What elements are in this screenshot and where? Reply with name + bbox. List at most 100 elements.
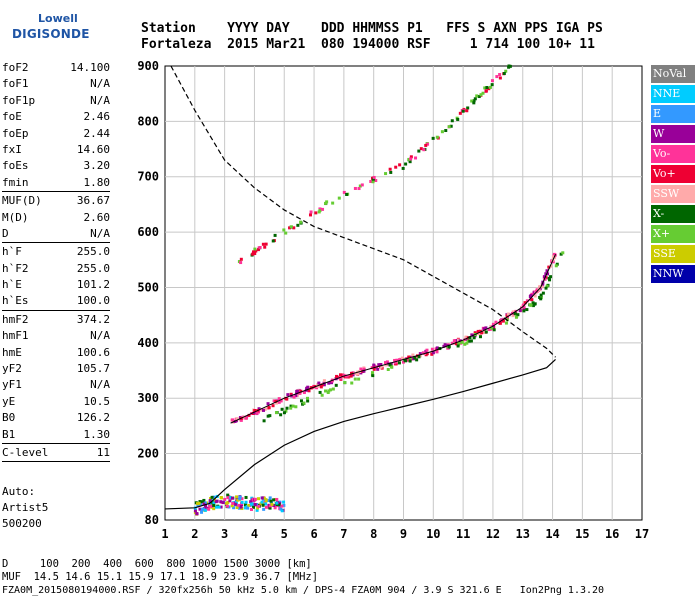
e-layer-echo bbox=[227, 505, 231, 509]
x-mode-echo bbox=[306, 396, 310, 400]
y-tick-label: 200 bbox=[137, 447, 159, 461]
param-row: h`F 255.0 bbox=[2, 244, 110, 260]
param-name: fxI bbox=[2, 142, 22, 156]
e-layer-echo bbox=[264, 498, 268, 502]
x-tick-label: 6 bbox=[310, 527, 317, 541]
o-mode-echo bbox=[401, 360, 405, 364]
multihop-echo bbox=[353, 186, 357, 190]
param-row: hmE 100.6 bbox=[2, 345, 110, 361]
multihop-echo bbox=[473, 97, 477, 101]
e-layer-echo bbox=[255, 508, 259, 512]
param-row: foE 2.46 bbox=[2, 109, 110, 125]
param-name: foF2 bbox=[2, 61, 29, 74]
o-mode-echo bbox=[511, 310, 515, 314]
x-mode-echo bbox=[492, 328, 496, 332]
e-layer-echo bbox=[272, 503, 276, 507]
x-mode-echo bbox=[514, 315, 518, 319]
param-row: yF2 105.7 bbox=[2, 361, 110, 377]
x-mode-echo bbox=[306, 399, 310, 403]
y-tick-label: 400 bbox=[137, 336, 159, 350]
multihop-echo bbox=[321, 207, 325, 211]
o-mode-echo bbox=[551, 255, 555, 259]
e-layer-echo bbox=[268, 496, 272, 500]
e-layer-echo bbox=[247, 504, 251, 508]
e-layer-echo bbox=[244, 495, 248, 499]
o-mode-echo bbox=[362, 369, 366, 373]
x-mode-echo bbox=[531, 301, 535, 305]
param-name: D bbox=[2, 226, 9, 240]
y-tick-label: 600 bbox=[137, 225, 159, 239]
x-mode-echo bbox=[539, 293, 543, 297]
multihop-echo bbox=[409, 155, 413, 159]
legend-item: X- bbox=[651, 205, 695, 223]
e-layer-echo bbox=[214, 500, 218, 504]
x-mode-echo bbox=[331, 387, 335, 391]
multihop-echo bbox=[484, 87, 488, 91]
o-mode-echo bbox=[547, 265, 551, 269]
param-row: fmin 1.80 bbox=[2, 175, 110, 191]
multihop-echo bbox=[409, 157, 413, 161]
o-mode-echo bbox=[377, 363, 381, 367]
o-mode-echo bbox=[247, 413, 251, 417]
o-mode-echo bbox=[400, 356, 404, 360]
o-mode-echo bbox=[435, 350, 439, 354]
e-layer-echo bbox=[279, 507, 283, 511]
x-mode-echo bbox=[472, 336, 476, 340]
e-layer-echo bbox=[219, 500, 223, 504]
o-mode-echo bbox=[425, 348, 429, 352]
param-value: 101.2 bbox=[76, 278, 110, 292]
o-mode-echo bbox=[307, 389, 311, 393]
e-layer-echo bbox=[220, 496, 224, 500]
y-tick-label: 500 bbox=[137, 280, 159, 294]
x-mode-echo bbox=[408, 357, 412, 361]
legend-item: NNW bbox=[651, 265, 695, 283]
multihop-echo bbox=[289, 225, 293, 229]
e-layer-echo bbox=[225, 501, 229, 505]
o-mode-echo bbox=[349, 371, 353, 375]
param-row: h`F2 255.0 bbox=[2, 261, 110, 277]
multihop-echo bbox=[253, 252, 257, 256]
o-mode-echo bbox=[339, 373, 343, 377]
o-mode-echo bbox=[239, 418, 243, 422]
x-mode-echo bbox=[294, 405, 298, 409]
x-mode-echo bbox=[516, 313, 520, 317]
param-row: h`Es 100.0 bbox=[2, 293, 110, 309]
legend-item: SSE bbox=[651, 245, 695, 263]
multihop-echo bbox=[323, 201, 327, 205]
profile-dashed-curve bbox=[170, 65, 556, 358]
param-value: 2.44 bbox=[83, 126, 111, 140]
param-name: foEs bbox=[2, 159, 29, 173]
x-mode-echo bbox=[457, 341, 461, 345]
e-layer-echo bbox=[243, 506, 247, 510]
e-layer-echo bbox=[259, 502, 263, 506]
o-mode-echo bbox=[407, 355, 411, 359]
param-name: B0 bbox=[2, 411, 16, 425]
multihop-echo bbox=[292, 226, 296, 230]
e-layer-echo bbox=[249, 500, 253, 504]
x-mode-echo bbox=[350, 381, 354, 385]
o-mode-echo bbox=[443, 343, 447, 347]
x-mode-echo bbox=[528, 303, 532, 307]
multihop-echo bbox=[422, 148, 426, 152]
param-name: foF1p bbox=[2, 93, 36, 107]
o-mode-echo bbox=[262, 408, 266, 412]
param-row: foF2 14.100 bbox=[2, 60, 110, 76]
e-layer-echo bbox=[219, 505, 223, 509]
multihop-echo bbox=[318, 207, 322, 211]
o-mode-echo bbox=[450, 341, 454, 345]
o-mode-echo bbox=[395, 358, 399, 362]
param-value: 3.20 bbox=[83, 159, 111, 173]
o-trace-line bbox=[230, 254, 556, 424]
x-mode-echo bbox=[468, 339, 472, 343]
o-mode-echo bbox=[522, 305, 526, 309]
o-mode-echo bbox=[351, 371, 355, 375]
param-row: foF1p N/A bbox=[2, 93, 110, 109]
x-mode-echo bbox=[268, 414, 272, 418]
o-mode-echo bbox=[359, 367, 363, 371]
param-group-4: hmF2 374.2 hmF1 N/A hmE 100.6 yF2 105.7 yF1 N/A yE… bbox=[2, 312, 110, 443]
x-mode-echo bbox=[466, 339, 470, 343]
x-mode-echo bbox=[397, 361, 401, 365]
o-mode-echo bbox=[482, 327, 486, 331]
o-mode-echo bbox=[499, 319, 503, 323]
lowell-digisonde-logo: Lowell DIGISONDE bbox=[6, 8, 89, 42]
